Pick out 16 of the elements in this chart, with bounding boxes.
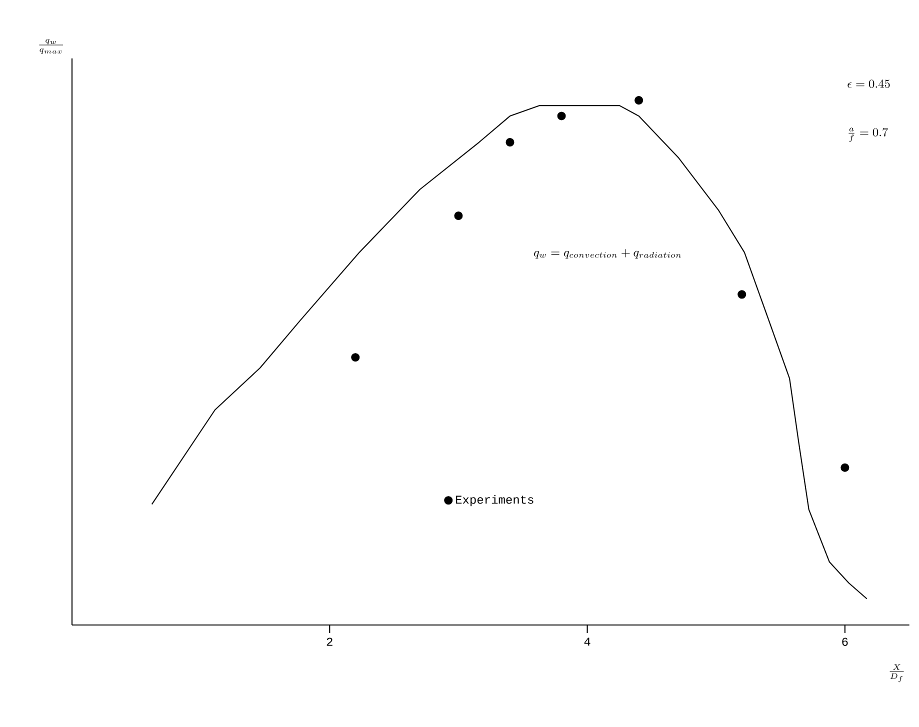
x-tick-label: 6 [842, 638, 848, 646]
x-tick-label: 4 [584, 638, 590, 646]
text: $\epsilon = 0.45$ [848, 80, 890, 88]
legend-label: Experiments [456, 494, 534, 506]
x-tick-label: 2 [326, 638, 332, 646]
annotation: $q_{w} = q_{convection} + q_{radiation}$ [534, 249, 682, 259]
point [351, 353, 360, 362]
point [634, 96, 644, 105]
y-axis-title: $\frac{q_{w}}{q_{max}}$ [39, 39, 64, 54]
annotation: $\frac{a}{f} = 0.7$ [848, 128, 888, 142]
point [506, 138, 514, 147]
point [738, 290, 746, 299]
point [840, 463, 850, 472]
x-axis-title: $\frac{X}{D_{f}}$ [890, 664, 904, 682]
point [557, 112, 566, 120]
point [454, 211, 463, 220]
